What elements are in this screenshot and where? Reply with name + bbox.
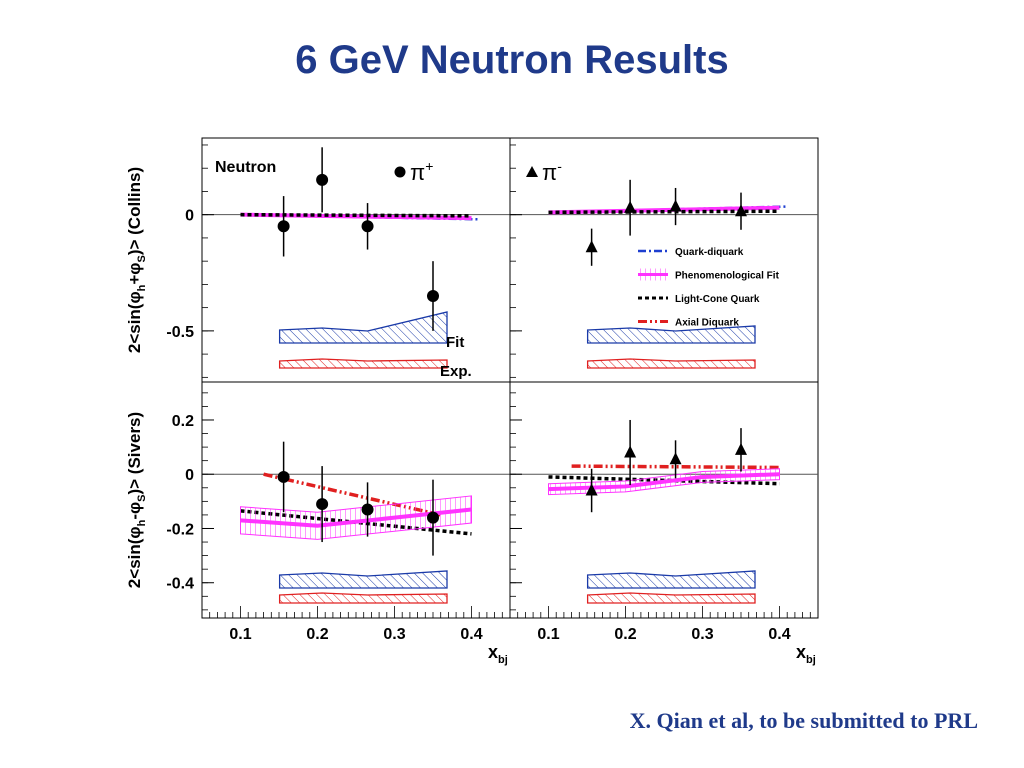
curve-phenomenological-fit (548, 472, 780, 492)
data-point (316, 498, 329, 511)
y-tick-label: -0.2 (166, 521, 194, 538)
fit-band-label: Fit (446, 334, 464, 351)
exp-band-label: Exp. (440, 363, 472, 380)
fit-systematic-band (278, 570, 448, 589)
slide-title: 6 GeV Neutron Results (295, 38, 729, 82)
data-point (624, 445, 637, 458)
curve-axial-diquark (571, 464, 780, 470)
x-tick-label: 0.3 (383, 626, 405, 643)
x-tick-label: 0.4 (460, 626, 482, 643)
target-label: Neutron (215, 159, 276, 176)
y-tick-label: -0.5 (166, 324, 194, 341)
x-tick-label: 0.3 (691, 626, 713, 643)
species-marker (526, 166, 538, 177)
legend: Quark-diquark Phenomenological Fit Light-C… (638, 247, 780, 329)
data-point (624, 200, 637, 213)
curve-light-cone-quark (240, 212, 472, 218)
figure-content: π+ π- Neutron Fit Exp. Quark-diquark Phenomeno… (125, 137, 819, 666)
legend-label: Phenomenological Fit (675, 271, 780, 282)
x-tick-label: 0.1 (537, 626, 559, 643)
data-point (427, 511, 439, 524)
legend-label: Axial Diquark (675, 318, 739, 329)
x-axis-label: xbj (796, 642, 816, 666)
data-point (427, 290, 439, 303)
x-tick-label: 0.2 (306, 626, 328, 643)
x-tick-label: 0.2 (614, 626, 636, 643)
data-point (277, 220, 290, 233)
panel-collins-pi_plus: π+ (201, 137, 511, 383)
data-point (277, 470, 290, 483)
data-point (361, 503, 374, 516)
y-tick-label: 0 (185, 467, 194, 484)
data-point (585, 240, 598, 253)
panel-collins-pi_minus: π- (509, 137, 819, 383)
legend-label: Light-Cone Quark (675, 294, 760, 305)
data-point (735, 204, 747, 217)
species-marker (394, 166, 406, 178)
fit-systematic-band (586, 325, 756, 344)
exp-systematic-band (278, 358, 448, 369)
x-axis-label: xbj (488, 642, 508, 666)
curve-axial-diquark (263, 472, 442, 517)
y-axis-label: 2<sin(φh+φS)> (Collins) (125, 167, 148, 353)
data-point (669, 199, 682, 212)
species-label: π- (542, 158, 562, 185)
panel-sivers-pi_plus (201, 381, 511, 619)
y-tick-label: 0.2 (172, 413, 194, 430)
exp-systematic-band (586, 358, 756, 369)
exp-systematic-band (586, 592, 756, 604)
data-point (361, 220, 374, 233)
data-point (669, 452, 682, 465)
fit-systematic-band (278, 311, 448, 344)
exp-systematic-band (278, 592, 448, 604)
species-label: π+ (410, 158, 433, 185)
y-axis-label: 2<sin(φh-φS)> (Sivers) (125, 412, 148, 588)
fit-systematic-band (586, 570, 756, 589)
citation: X. Qian et al, to be submitted to PRL (629, 708, 978, 733)
legend-label: Quark-diquark (675, 247, 744, 258)
x-tick-label: 0.1 (229, 626, 251, 643)
data-point (585, 483, 598, 496)
panel-sivers-pi_minus (509, 381, 819, 619)
x-tick-label: 0.4 (768, 626, 790, 643)
results-figure: π+ π- Neutron Fit Exp. Quark-diquark Phenomeno… (125, 137, 819, 666)
y-tick-label: -0.4 (166, 576, 194, 593)
curve-phenomenological-fit-band (240, 495, 472, 540)
data-point (316, 173, 329, 186)
data-point (735, 442, 747, 455)
y-tick-label: 0 (185, 208, 194, 225)
